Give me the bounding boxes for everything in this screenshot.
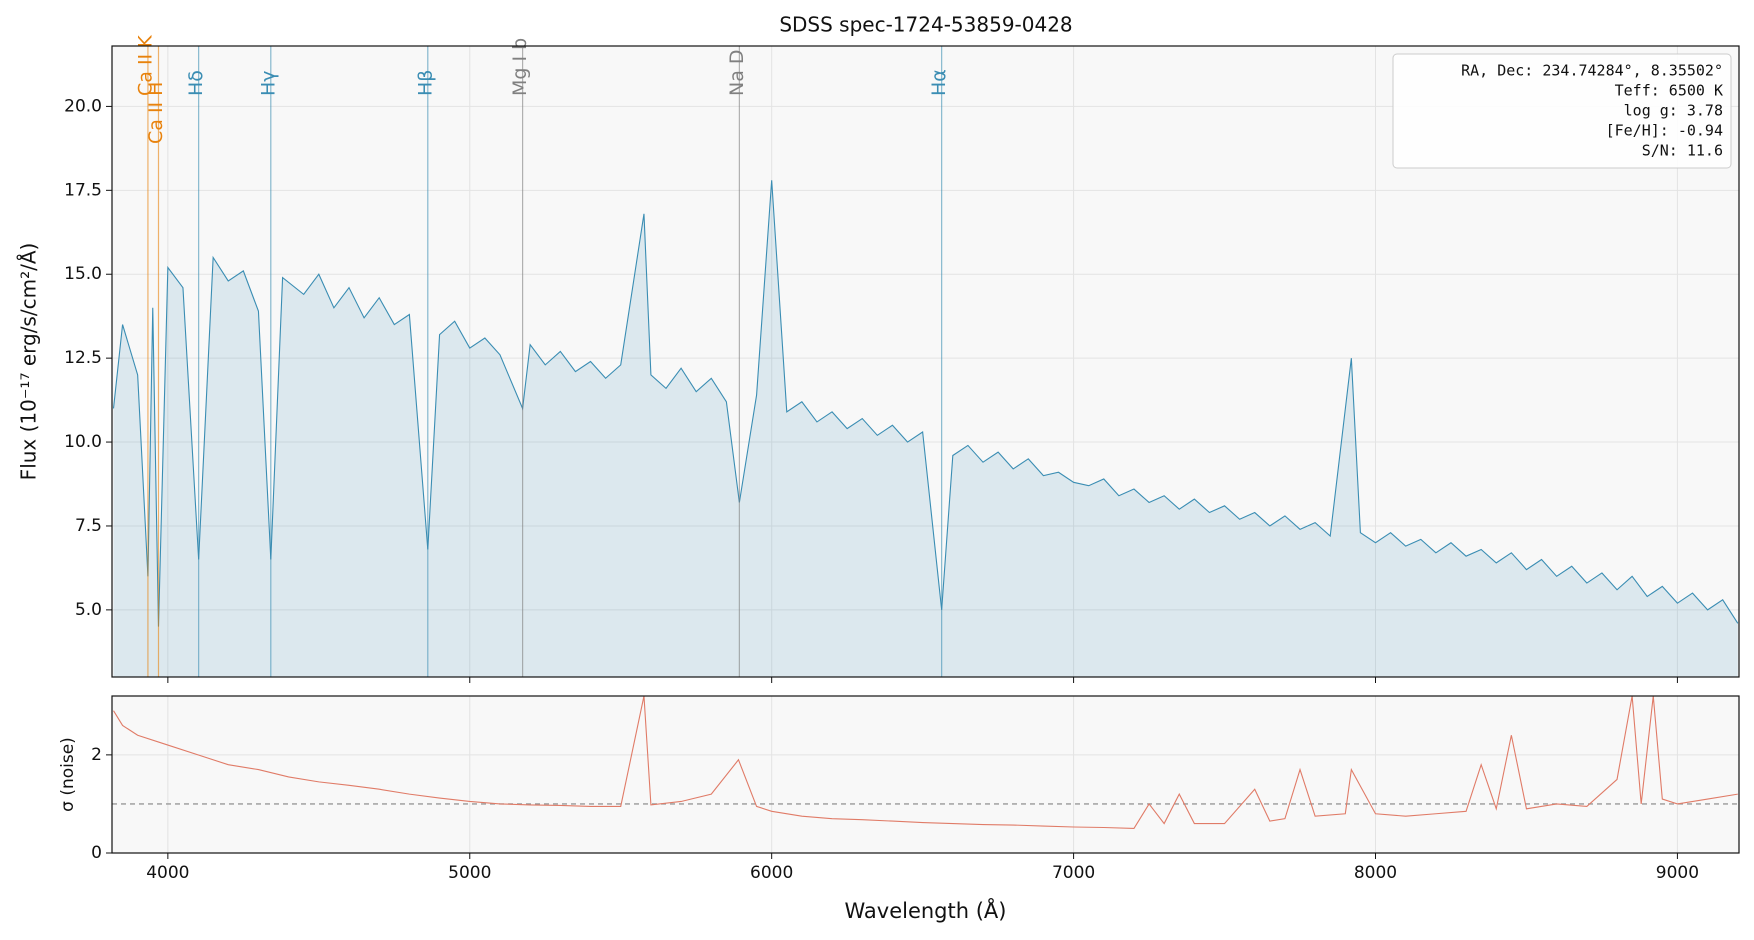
- y-tick-label: 7.5: [75, 516, 102, 536]
- plot-area: [112, 696, 1739, 853]
- spectrum-line: [113, 696, 1738, 830]
- y-tick-label: 15.0: [64, 264, 102, 284]
- x-tick-label: 9000: [1656, 863, 1699, 883]
- x-tick-label: 6000: [750, 863, 793, 883]
- y-axis-label: Flux (10⁻¹⁷ erg/s/cm²/Å): [17, 243, 41, 481]
- x-tick-label: 4000: [146, 863, 189, 883]
- y-tick-label: 12.5: [64, 348, 102, 368]
- plot-background: [112, 696, 1739, 853]
- info-text: log g: 3.78: [1624, 102, 1723, 120]
- x-tick-label: 5000: [448, 863, 491, 883]
- y-tick-label: 5.0: [75, 600, 102, 620]
- spectral-line-label: Hβ: [414, 70, 436, 96]
- y-tick-label: 2: [91, 745, 102, 765]
- spectral-line-label: Mg I b: [509, 38, 531, 96]
- info-text: S/N: 11.6: [1642, 142, 1723, 160]
- info-text: [Fe/H]: -0.94: [1606, 122, 1723, 140]
- y-axis-label: σ (noise): [58, 737, 78, 812]
- info-text: Teff: 6500 K: [1615, 82, 1723, 100]
- x-tick-label: 8000: [1354, 863, 1397, 883]
- info-text: RA, Dec: 234.74284°, 8.35502°: [1461, 62, 1723, 80]
- spectral-line-label: Na D: [726, 49, 748, 96]
- spectral-line-label: Hα: [928, 69, 950, 96]
- y-tick-label: 20.0: [64, 96, 102, 116]
- plot-area: [112, 46, 1739, 677]
- x-tick-label: 7000: [1052, 863, 1095, 883]
- chart-title: SDSS spec-1724-53859-0428: [779, 13, 1072, 37]
- plot-frame: [111, 695, 1740, 854]
- spectral-line-label: Hδ: [185, 70, 207, 96]
- spectral-line-label: Hγ: [257, 70, 279, 96]
- y-tick-label: 10.0: [64, 432, 102, 452]
- spectrum-line: [112, 180, 1739, 627]
- y-tick-label: 0: [91, 843, 102, 863]
- y-tick-label: 17.5: [64, 180, 102, 200]
- x-axis-label: Wavelength (Å): [844, 897, 1006, 923]
- info-box: [1392, 53, 1732, 169]
- area-fill: [113, 180, 1738, 677]
- plot-frame: [111, 45, 1740, 678]
- spectral-line-label: Ca II H: [145, 82, 167, 144]
- spectral-line-label: Ca II K: [134, 35, 156, 96]
